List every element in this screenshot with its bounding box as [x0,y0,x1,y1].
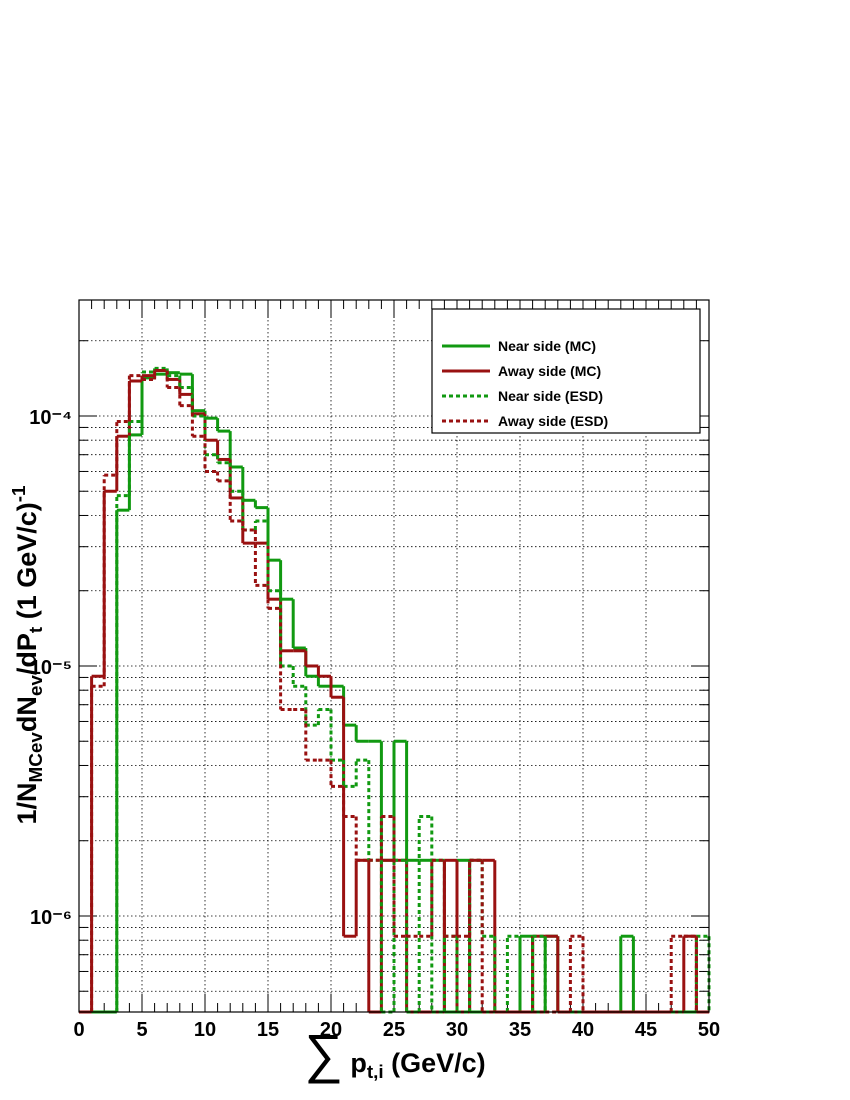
x-tick-label: 15 [257,1019,279,1041]
axis-title-part: dN [12,696,42,732]
x-tick-label: 5 [136,1019,147,1041]
x-tick-label: 20 [320,1019,342,1041]
x-axis-title: ∑ pt,i (GeV/c) [304,1024,485,1084]
axis-title-part: -1 [9,485,30,502]
legend-label: Near side (MC) [498,338,596,354]
x-tick-label: 50 [698,1019,720,1041]
histogram-series [79,369,709,1014]
y-tick-label: 10⁻⁶ [30,907,72,929]
y-tick-label: 10⁻⁵ [30,657,72,679]
x-tick-label: 30 [446,1019,468,1041]
x-tick-label: 35 [509,1019,531,1041]
axis-title-part: /dP [12,633,42,675]
axis-title-part: (GeV/c) [384,1048,486,1078]
axis-title-part: MCev [26,732,47,783]
axis-title-part: t [26,626,47,633]
axis-title-part: ev [26,675,47,697]
axis-title-part: 1/N [12,783,42,825]
axis-title-part: (1 GeV/c) [12,502,42,627]
legend-label: Away side (MC) [498,363,601,379]
axis-title-part: p [343,1048,367,1078]
axis-title-part: t,i [367,1062,384,1083]
x-tick-label: 40 [572,1019,594,1041]
x-tick-label: 10 [194,1019,216,1041]
y-tick-label: 10⁻⁴ [29,407,72,429]
plot-frame [78,299,710,1013]
legend-label: Near side (ESD) [498,388,603,404]
x-tick-label: 25 [383,1019,405,1041]
x-tick-label: 0 [73,1019,84,1041]
x-tick-label: 45 [635,1019,657,1041]
y-axis-title: 1/NMCevdNev/dPt (1 GeV/c)-1 [9,485,47,824]
axis-title-part: ∑ [304,1024,343,1084]
legend-label: Away side (ESD) [498,413,608,429]
